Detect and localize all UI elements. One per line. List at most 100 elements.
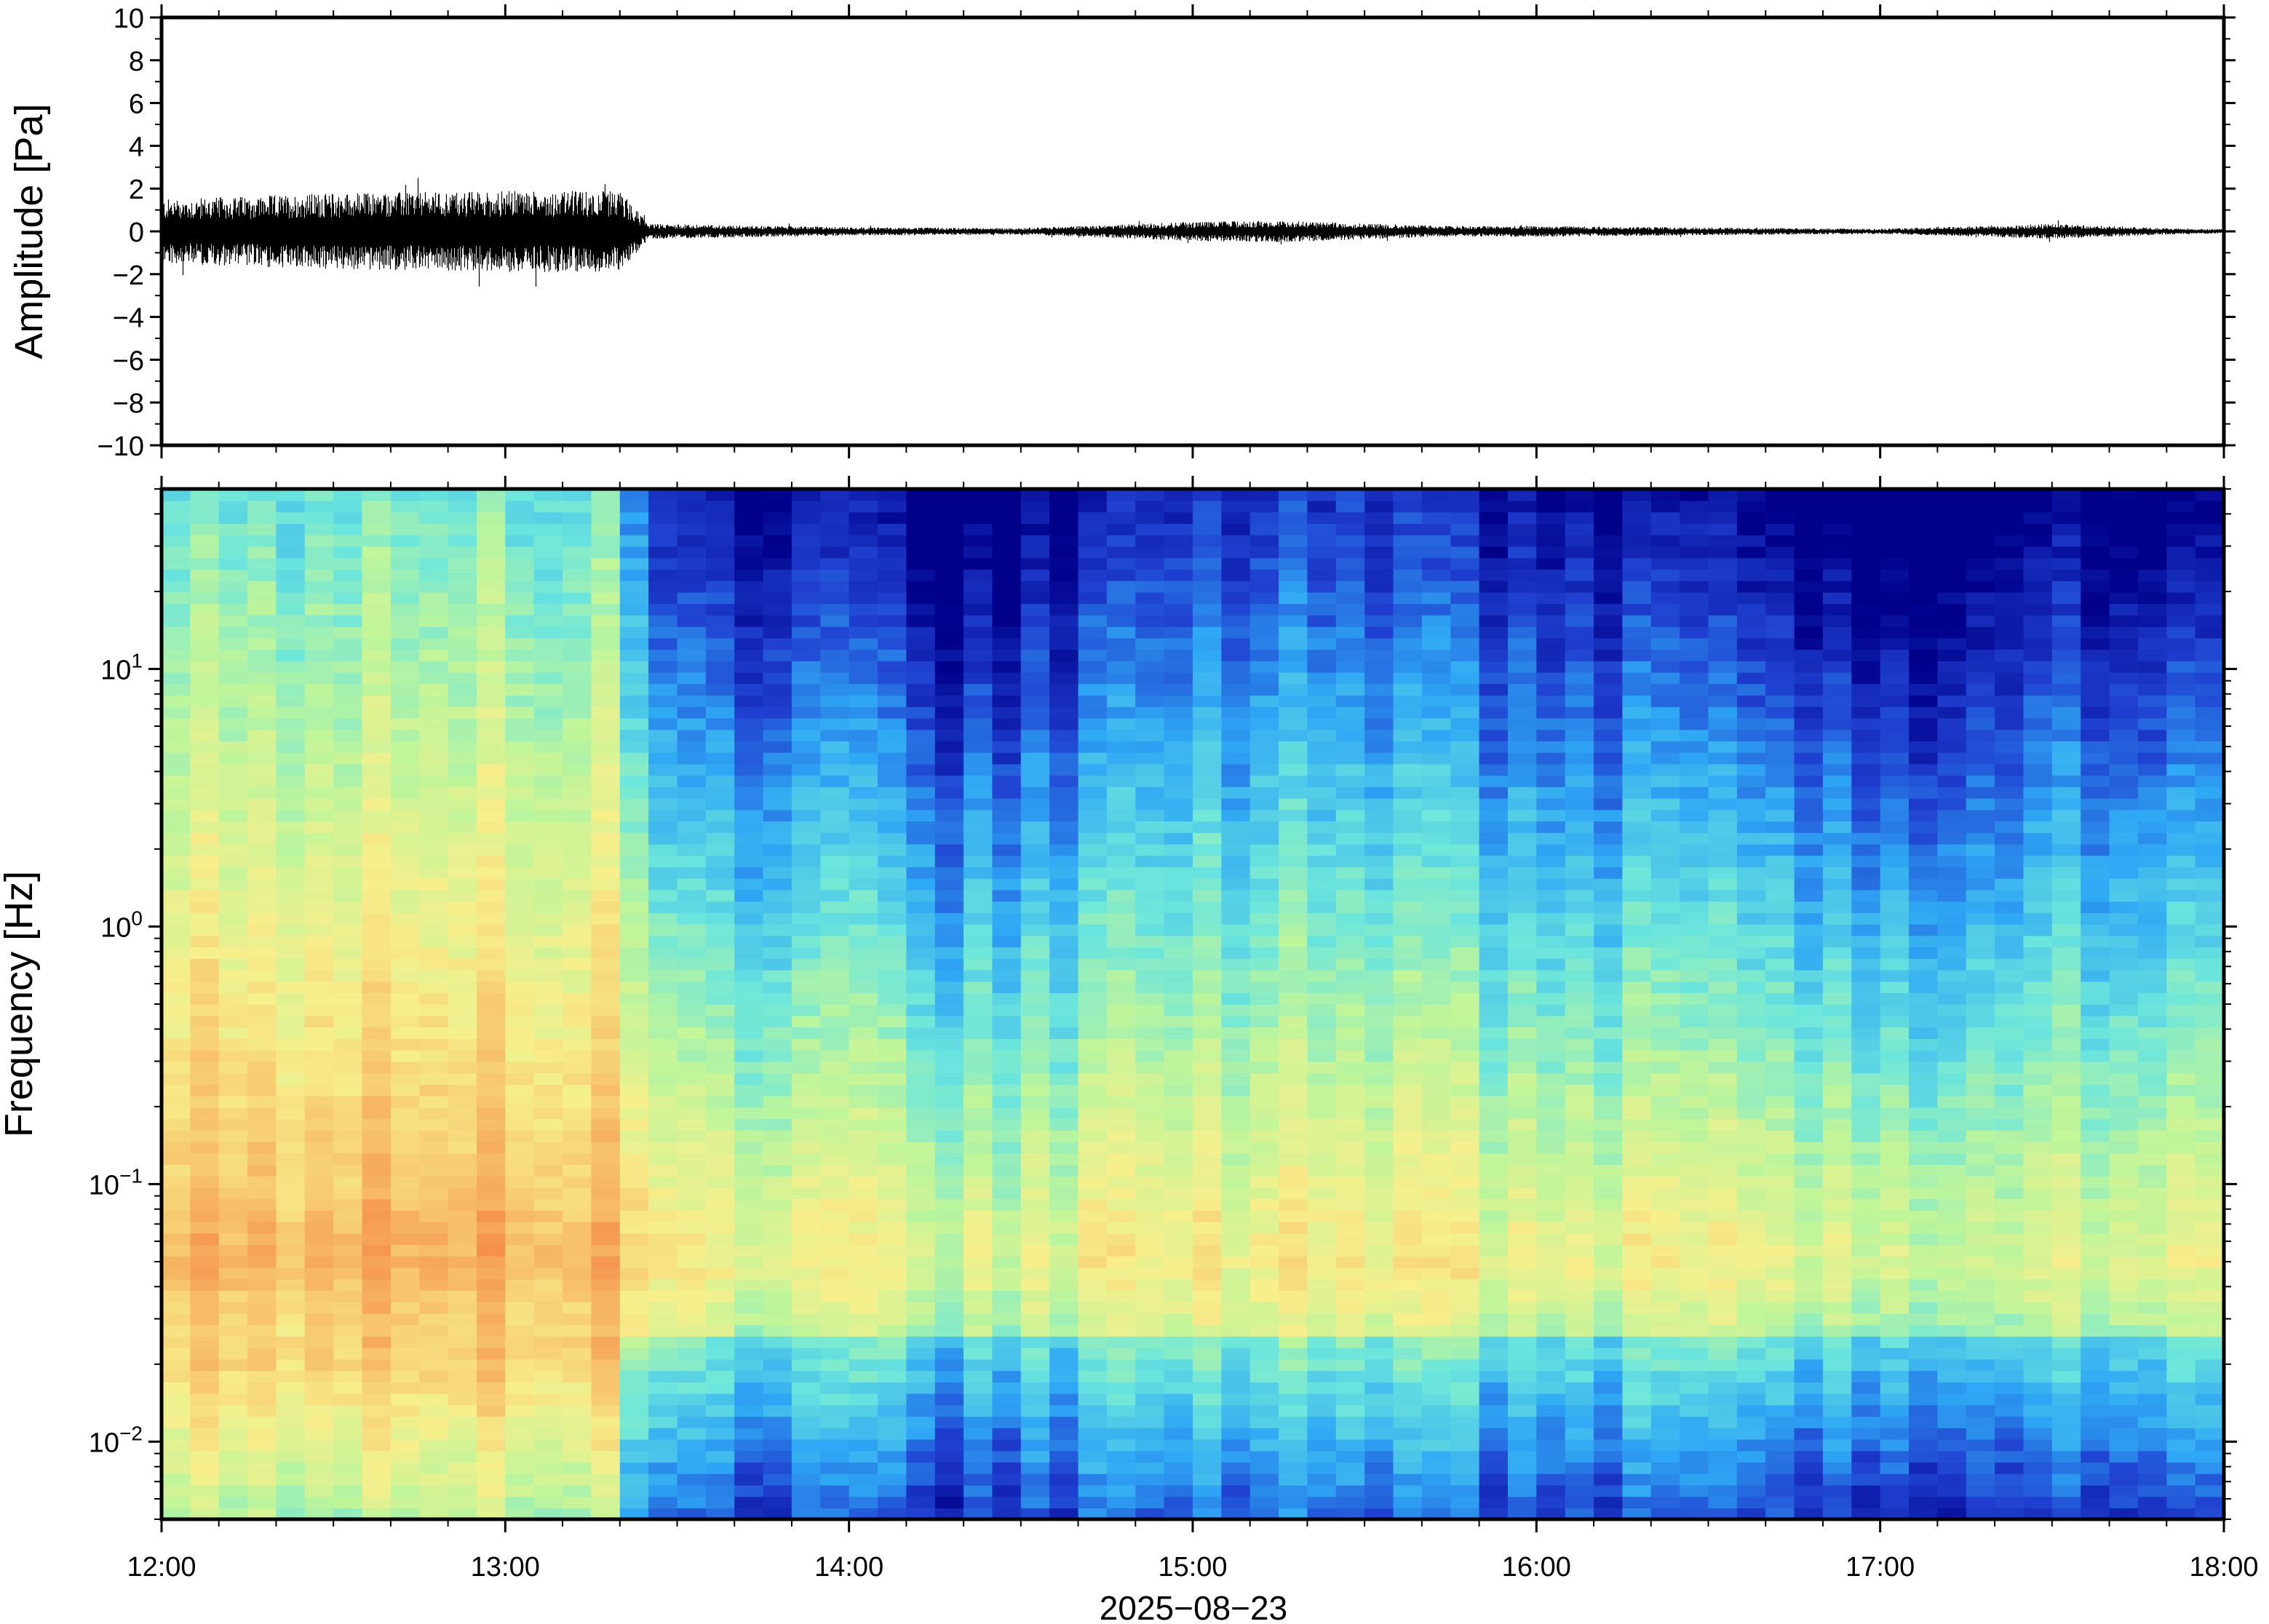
spectrogram-cell xyxy=(878,1382,907,1394)
spectrogram-cell xyxy=(477,1198,506,1211)
spectrogram-cell xyxy=(878,1393,907,1406)
spectrogram-cell xyxy=(677,649,707,661)
spectrogram-cell xyxy=(992,1428,1022,1440)
spectrogram-cell xyxy=(677,534,707,547)
spectrogram-cell xyxy=(1650,1004,1680,1016)
spectrogram-cell xyxy=(820,1256,850,1268)
spectrogram-cell xyxy=(992,729,1022,741)
spectrogram-cell xyxy=(1049,763,1079,776)
spectrogram-cell xyxy=(304,877,334,891)
spectrogram-cell xyxy=(1279,1187,1308,1200)
spectrogram-cell xyxy=(878,1484,907,1497)
spectrogram-cell xyxy=(992,672,1022,685)
spectrogram-cell xyxy=(1650,569,1680,581)
spectrogram-cell xyxy=(963,821,993,833)
spectrogram-cell xyxy=(1421,1278,1452,1291)
spectrogram-cell xyxy=(1135,1416,1165,1428)
spectrogram-cell xyxy=(1393,1313,1423,1326)
spectrogram-cell xyxy=(619,637,649,650)
spectrogram-cell xyxy=(1594,969,1624,982)
spectrogram-cell xyxy=(820,534,850,547)
spectrogram-cell xyxy=(619,1015,649,1028)
spectrogram-cell xyxy=(591,512,621,524)
spectrogram-cell xyxy=(791,1107,822,1120)
spectrogram-cell xyxy=(1135,877,1165,891)
spectrogram-cell xyxy=(1650,1072,1680,1085)
spectrogram-cell xyxy=(1078,1324,1108,1337)
spectrogram-cell xyxy=(1078,1072,1108,1085)
spectrogram-cell xyxy=(1421,1438,1452,1452)
spectrogram-cell xyxy=(390,901,421,913)
spectrogram-cell xyxy=(533,1038,563,1051)
spectrogram-cell xyxy=(304,901,334,913)
spectrogram-cell xyxy=(1164,821,1193,833)
spectrogram-cell xyxy=(362,1450,392,1463)
spectrogram-cell xyxy=(1421,1038,1452,1051)
spectrogram-cell xyxy=(849,1233,878,1246)
spectrogram-cell xyxy=(1565,1004,1594,1016)
spectrogram-cell xyxy=(1450,1176,1480,1188)
spectrogram-cell xyxy=(1221,1324,1251,1337)
spectrogram-cell xyxy=(591,580,621,593)
spectrogram-cell xyxy=(1450,717,1480,731)
spectrogram-cell xyxy=(677,877,707,891)
spectrogram-cell xyxy=(1364,1072,1394,1085)
spectrogram-cell xyxy=(276,843,306,856)
spectrogram-cell xyxy=(1364,1107,1394,1120)
spectrogram-cell xyxy=(333,843,363,856)
spectrogram-cell xyxy=(1364,1095,1394,1108)
spectrogram-cell xyxy=(791,1049,822,1062)
spectrogram-cell xyxy=(1135,1198,1165,1211)
spectrogram-cell xyxy=(1193,935,1223,948)
spectrogram-cell xyxy=(218,935,248,948)
spectrogram-cell xyxy=(820,695,850,707)
spectrogram-cell xyxy=(648,695,678,707)
spectrogram-cell xyxy=(1335,1015,1365,1028)
spectrogram-cell xyxy=(1650,706,1680,719)
spectrogram-cell xyxy=(563,649,592,661)
spectrogram-cell xyxy=(1565,1348,1594,1360)
spectrogram-cell xyxy=(1106,1358,1137,1372)
spectrogram-cell xyxy=(162,969,191,982)
spectrogram-cell xyxy=(1307,1049,1337,1062)
spectrogram-cell xyxy=(1279,1004,1308,1016)
spectrogram-cell xyxy=(218,557,248,570)
spectrogram-cell xyxy=(705,580,736,593)
spectrogram-cell xyxy=(763,1187,792,1200)
spectrogram-cell xyxy=(992,512,1022,524)
spectrogram-cell xyxy=(1020,580,1050,593)
spectrogram-cell xyxy=(162,489,191,501)
spectrogram-cell xyxy=(648,935,678,948)
spectrogram-cell xyxy=(906,969,936,982)
spectrogram-cell xyxy=(1164,1176,1193,1188)
spectrogram-cell xyxy=(304,1404,334,1417)
spectrogram-cell xyxy=(304,1496,334,1508)
spectrogram-cell xyxy=(1221,1141,1251,1154)
spectrogram-cell xyxy=(677,1336,707,1348)
spectrogram-cell xyxy=(934,958,964,971)
spectrogram-cell xyxy=(276,1038,306,1051)
spectrogram-cell xyxy=(1078,947,1108,959)
spectrogram-cell xyxy=(1049,1370,1079,1382)
spectrogram-cell xyxy=(390,1210,421,1222)
spectrogram-cell xyxy=(162,821,191,833)
spectrogram-cell xyxy=(1650,1462,1680,1474)
spectrogram-cell xyxy=(1565,797,1594,811)
spectrogram-cell xyxy=(1135,661,1165,673)
spectrogram-cell xyxy=(1249,787,1279,799)
spectrogram-cell xyxy=(992,809,1022,821)
spectrogram-cell xyxy=(1450,1370,1480,1382)
spectrogram-cell xyxy=(963,1358,993,1372)
spectrogram-cell xyxy=(505,649,535,661)
spectrogram-cell xyxy=(304,1416,334,1428)
spectrogram-cell xyxy=(1335,1004,1365,1016)
spectrogram-cell xyxy=(849,1038,878,1051)
spectrogram-cell xyxy=(1594,947,1624,959)
spectrogram-cell xyxy=(934,787,964,799)
spectrogram-cell xyxy=(1364,1313,1394,1326)
spectrogram-cell xyxy=(934,832,964,845)
spectrogram-cell xyxy=(963,1278,993,1291)
spectrogram-cell xyxy=(1536,672,1566,685)
spectrogram-cell xyxy=(1193,1061,1223,1074)
spectrogram-cell xyxy=(477,1336,506,1348)
